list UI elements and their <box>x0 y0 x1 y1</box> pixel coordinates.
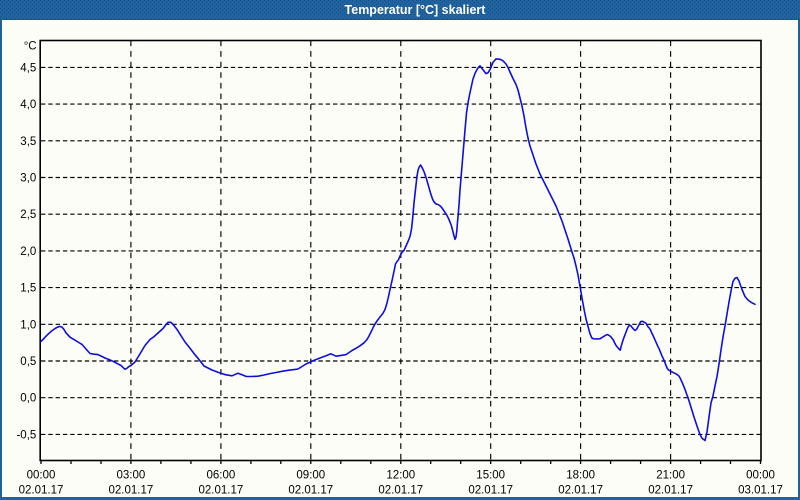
svg-text:02.01.17: 02.01.17 <box>288 485 333 497</box>
svg-text:02.01.17: 02.01.17 <box>558 485 603 497</box>
svg-text:18:00: 18:00 <box>566 470 595 482</box>
svg-text:3,5: 3,5 <box>20 136 36 148</box>
svg-text:02.01.17: 02.01.17 <box>378 485 423 497</box>
svg-text:02.01.17: 02.01.17 <box>19 485 64 497</box>
svg-text:4,0: 4,0 <box>20 99 36 111</box>
svg-text:0,5: 0,5 <box>20 356 36 368</box>
svg-text:3,0: 3,0 <box>20 173 36 185</box>
svg-text:2,5: 2,5 <box>20 209 36 221</box>
svg-text:4,5: 4,5 <box>20 62 36 74</box>
svg-text:03:00: 03:00 <box>117 470 146 482</box>
svg-text:02.01.17: 02.01.17 <box>468 485 513 497</box>
svg-text:06:00: 06:00 <box>207 470 236 482</box>
svg-text:1,5: 1,5 <box>20 283 36 295</box>
svg-text:00:00: 00:00 <box>746 470 775 482</box>
svg-text:02.01.17: 02.01.17 <box>199 485 244 497</box>
svg-text:02.01.17: 02.01.17 <box>648 485 693 497</box>
svg-text:03.01.17: 03.01.17 <box>738 485 783 497</box>
svg-text:2,0: 2,0 <box>20 246 36 258</box>
svg-text:-0,5: -0,5 <box>16 429 36 441</box>
svg-text:1,0: 1,0 <box>20 319 36 331</box>
svg-text:09:00: 09:00 <box>296 470 325 482</box>
svg-text:0,0: 0,0 <box>20 393 36 405</box>
svg-text:02.01.17: 02.01.17 <box>109 485 154 497</box>
svg-text:21:00: 21:00 <box>656 470 685 482</box>
svg-text:°C: °C <box>24 41 37 53</box>
svg-text:12:00: 12:00 <box>386 470 415 482</box>
svg-text:15:00: 15:00 <box>476 470 505 482</box>
svg-text:00:00: 00:00 <box>27 470 56 482</box>
